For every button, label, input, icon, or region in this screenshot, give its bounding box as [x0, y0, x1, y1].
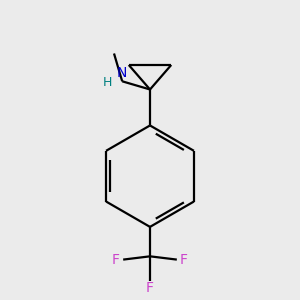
Text: F: F	[146, 281, 154, 295]
Text: N: N	[117, 66, 128, 80]
Text: H: H	[103, 76, 112, 89]
Text: F: F	[180, 253, 188, 267]
Text: F: F	[112, 253, 120, 267]
